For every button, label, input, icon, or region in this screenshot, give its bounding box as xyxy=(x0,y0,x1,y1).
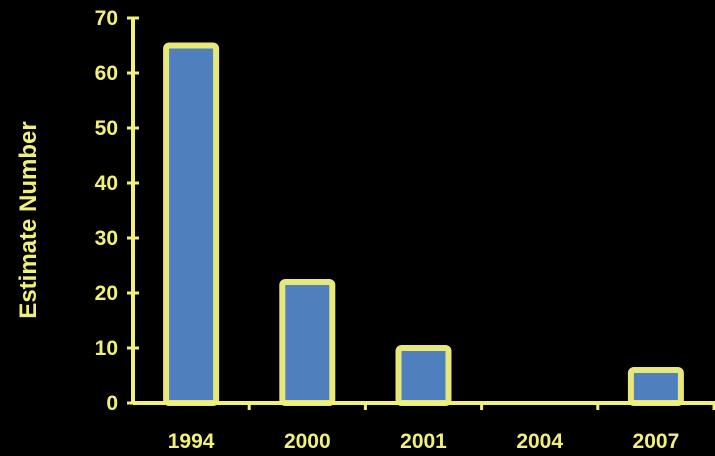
x-tick-label: 1994 xyxy=(168,430,215,453)
bar-2000 xyxy=(279,279,336,406)
y-tick-label: 0 xyxy=(106,392,118,415)
bar-1994 xyxy=(163,42,220,406)
y-tick-label: 50 xyxy=(95,117,118,140)
y-tick-label: 60 xyxy=(95,62,118,85)
x-tick-label: 2001 xyxy=(400,430,447,453)
y-tick-label: 70 xyxy=(95,7,118,30)
y-tick-label: 40 xyxy=(95,172,118,195)
axes-layer xyxy=(131,18,715,405)
ticks-layer: 0 10 20 30 40 50 60 70 1994 2000 2001 2004 2007 xyxy=(95,7,715,453)
x-tick-label: 2000 xyxy=(284,430,331,453)
bar-2007 xyxy=(627,367,684,406)
x-tick-label: 2004 xyxy=(516,430,563,453)
y-tick-label: 20 xyxy=(95,282,118,305)
bars-layer xyxy=(163,42,684,406)
y-tick-label: 10 xyxy=(95,337,118,360)
bar-2001 xyxy=(395,345,452,406)
y-tick-label: 30 xyxy=(95,227,118,250)
y-axis-label: Estimate Number xyxy=(15,121,42,318)
x-tick-label: 2007 xyxy=(633,430,680,453)
